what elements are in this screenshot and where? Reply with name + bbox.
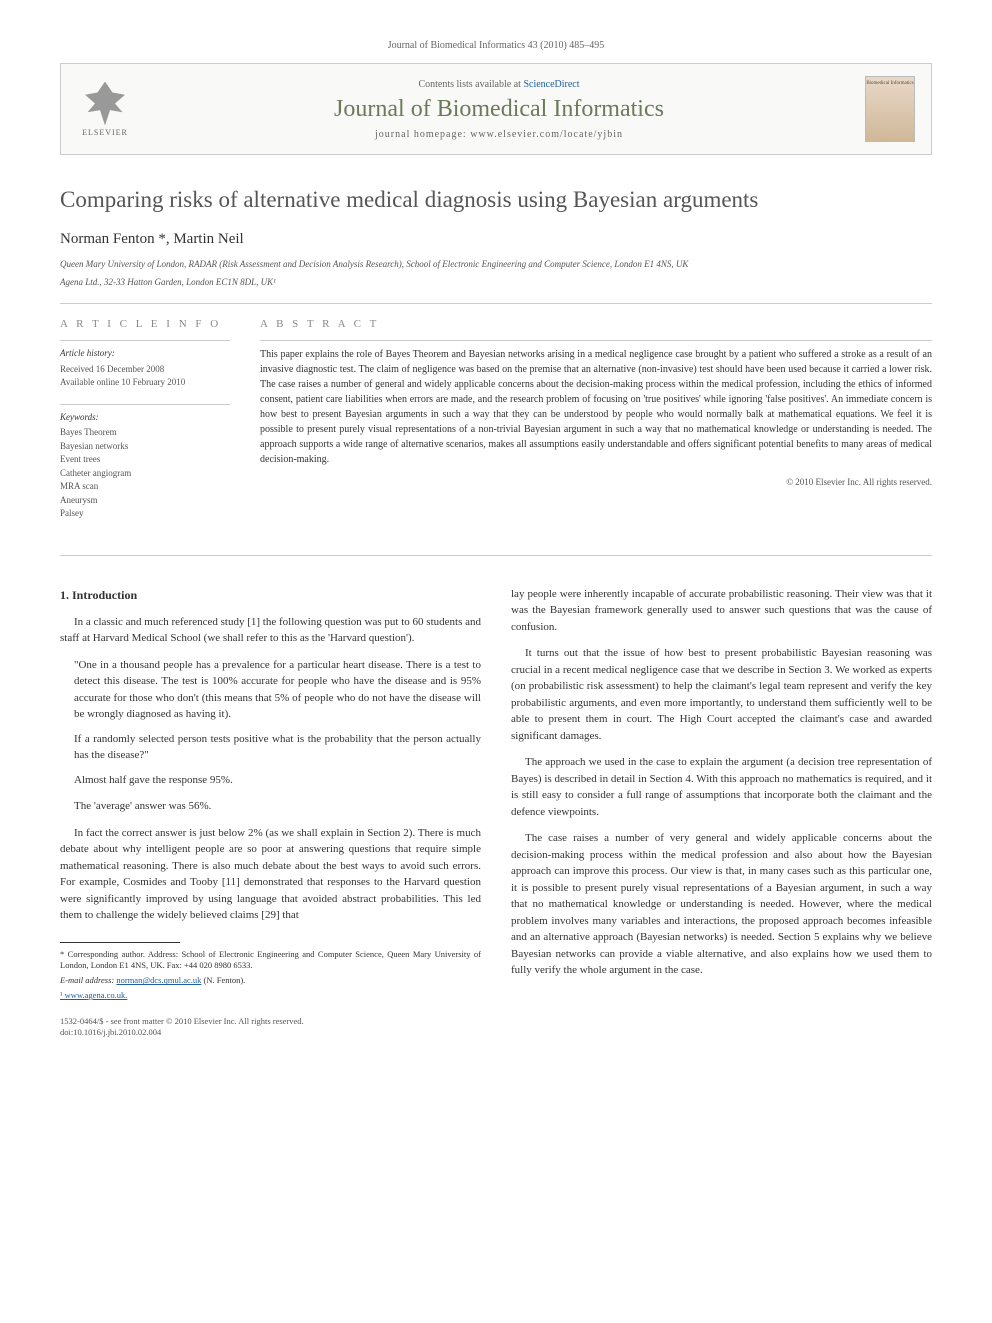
paragraph: In a classic and much referenced study […: [60, 614, 481, 647]
journal-name: Journal of Biomedical Informatics: [133, 96, 865, 123]
elsevier-tree-icon: [80, 82, 130, 126]
front-matter-line: 1532-0464/$ - see front matter © 2010 El…: [60, 1016, 481, 1038]
block-quote: If a randomly selected person tests posi…: [74, 731, 481, 764]
url-footnote: ¹ www.agena.co.uk.: [60, 990, 481, 1002]
body-columns: 1. Introduction In a classic and much re…: [60, 586, 932, 1039]
abstract-divider: [260, 340, 932, 341]
affiliation-1: Queen Mary University of London, RADAR (…: [60, 258, 932, 271]
banner-left: ELSEVIER: [77, 79, 133, 139]
keywords-label: Keywords:: [60, 411, 230, 425]
keyword: Bayes Theorem: [60, 426, 230, 440]
agena-link[interactable]: ¹ www.agena.co.uk.: [60, 990, 127, 1000]
keyword: Bayesian networks: [60, 440, 230, 454]
info-divider-2: [60, 404, 230, 405]
running-header: Journal of Biomedical Informatics 43 (20…: [60, 40, 932, 51]
affiliation-2: Agena Ltd., 32-33 Hatton Garden, London …: [60, 276, 932, 289]
banner-center: Contents lists available at ScienceDirec…: [133, 79, 865, 140]
paragraph: The approach we used in the case to expl…: [511, 754, 932, 820]
online-date: Available online 10 February 2010: [60, 376, 230, 390]
divider: [60, 303, 932, 304]
keywords-block: Keywords: Bayes Theorem Bayesian network…: [60, 411, 230, 521]
paragraph: Almost half gave the response 95%.: [60, 772, 481, 789]
keyword: Palsey: [60, 507, 230, 521]
block-quote: "One in a thousand people has a prevalen…: [74, 657, 481, 723]
footnote-separator: [60, 942, 180, 943]
paragraph: The 'average' answer was 56%.: [60, 798, 481, 815]
elsevier-logo: ELSEVIER: [77, 79, 133, 139]
email-line: E-mail address: norman@dcs.qmul.ac.uk (N…: [60, 975, 481, 987]
footnotes: * Corresponding author. Address: School …: [60, 949, 481, 1003]
received-date: Received 16 December 2008: [60, 363, 230, 377]
article-info-heading: A R T I C L E I N F O: [60, 318, 230, 330]
abstract: A B S T R A C T This paper explains the …: [260, 318, 932, 535]
paragraph: It turns out that the issue of how best …: [511, 645, 932, 744]
paragraph: In fact the correct answer is just below…: [60, 825, 481, 924]
abstract-text: This paper explains the role of Bayes Th…: [260, 347, 932, 467]
keyword: Event trees: [60, 453, 230, 467]
section-1-heading: 1. Introduction: [60, 586, 481, 604]
journal-homepage: journal homepage: www.elsevier.com/locat…: [133, 129, 865, 140]
contents-available: Contents lists available at ScienceDirec…: [133, 79, 865, 90]
email-link[interactable]: norman@dcs.qmul.ac.uk: [116, 975, 201, 985]
keyword: Aneurysm: [60, 494, 230, 508]
doi-line: doi:10.1016/j.jbi.2010.02.004: [60, 1027, 481, 1038]
keyword: Catheter angiogram: [60, 467, 230, 481]
cover-thumb-title: Biomedical Informatics: [866, 81, 913, 87]
article-title: Comparing risks of alternative medical d…: [60, 185, 932, 215]
elsevier-label: ELSEVIER: [82, 128, 128, 137]
email-suffix: (N. Fenton).: [201, 975, 245, 985]
right-column: lay people were inherently incapable of …: [511, 586, 932, 1039]
paragraph: lay people were inherently incapable of …: [511, 586, 932, 636]
divider-below-abstract: [60, 555, 932, 556]
history-label: Article history:: [60, 347, 230, 361]
journal-cover-thumb: Biomedical Informatics: [865, 76, 915, 142]
copyright-footer: 1532-0464/$ - see front matter © 2010 El…: [60, 1016, 481, 1027]
left-column: 1. Introduction In a classic and much re…: [60, 586, 481, 1039]
journal-banner: ELSEVIER Contents lists available at Sci…: [60, 63, 932, 155]
abstract-heading: A B S T R A C T: [260, 318, 932, 330]
article-info: A R T I C L E I N F O Article history: R…: [60, 318, 230, 535]
sciencedirect-link[interactable]: ScienceDirect: [523, 79, 579, 90]
paragraph: The case raises a number of very general…: [511, 830, 932, 979]
info-abstract-row: A R T I C L E I N F O Article history: R…: [60, 318, 932, 535]
abstract-copyright: © 2010 Elsevier Inc. All rights reserved…: [260, 477, 932, 487]
keyword: MRA scan: [60, 480, 230, 494]
email-label: E-mail address:: [60, 975, 116, 985]
corresponding-author: * Corresponding author. Address: School …: [60, 949, 481, 973]
article-history-block: Article history: Received 16 December 20…: [60, 347, 230, 390]
info-divider: [60, 340, 230, 341]
contents-prefix: Contents lists available at: [418, 79, 523, 90]
authors: Norman Fenton *, Martin Neil: [60, 231, 932, 248]
